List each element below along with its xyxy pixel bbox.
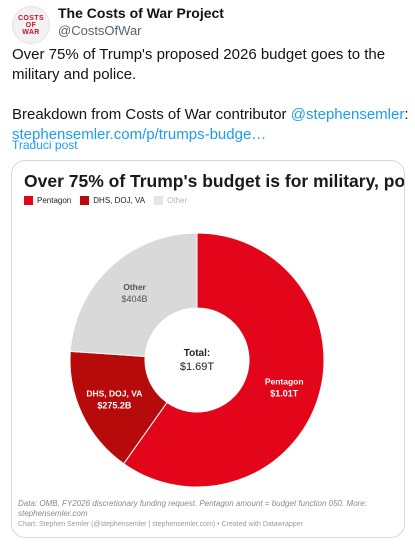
legend-item-other: Other [154,196,187,205]
legend-item-dhs: DHS, DOJ, VA [80,196,145,205]
donut-slice-1 [69,350,168,465]
slice-value-2: $404B [122,294,148,304]
tweet-text: Over 75% of Trump's proposed 2026 budget… [12,45,410,145]
legend-swatch-dhs [80,196,90,205]
slice-label-1: DHS, DOJ, VA [86,388,142,398]
tweet-line-2-prefix: Breakdown from Costs of War contributor [12,106,291,123]
legend-label-pentagon: Pentagon [37,196,72,205]
legend-item-pentagon: Pentagon [24,196,71,205]
donut-slice-0 [123,232,325,488]
avatar-text-2: OF [25,21,37,29]
chart-source-note: Data: OMB, FY2026 discretionary funding … [18,499,367,518]
account-handle[interactable]: @CostsOfWar [58,23,142,38]
avatar-text-3: WAR [22,28,40,36]
avatar[interactable]: COSTS OF WAR [12,6,50,44]
donut-center-value: $1.69T [180,361,215,373]
slice-value-1: $275.2B [97,400,132,410]
slice-label-2: Other [123,282,146,292]
donut-center-label: Total: [184,348,210,359]
donut-slice-2 [69,232,198,357]
slice-label-0: Pentagon [265,377,304,387]
chart-legend: Pentagon DHS, DOJ, VA Other [24,196,196,205]
chart-title: Over 75% of Trump's budget is for milita… [24,171,405,191]
account-name[interactable]: The Costs of War Project [58,5,224,21]
chart-credit: Chart: Stephen Semler (@stephensemler | … [18,521,303,528]
tweet-line-2: Breakdown from Costs of War contributor … [12,105,410,125]
avatar-text-1: COSTS [17,14,45,22]
slice-value-0: $1.01T [270,389,299,399]
chart-card[interactable]: Over 75% of Trump's budget is for milita… [11,160,405,538]
mention-link[interactable]: @stephensemler [290,106,405,123]
legend-swatch-pentagon [24,196,33,205]
tweet-line-1: Over 75% of Trump's proposed 2026 budget… [12,46,386,83]
translate-link[interactable]: Traduci post [12,138,78,152]
legend-label-other: Other [167,196,188,205]
legend-label-dhs: DHS, DOJ, VA [93,196,146,205]
legend-swatch-other [154,196,164,205]
tweet-line-2-suffix: : [404,106,409,123]
article-link[interactable]: stephensemler.com/p/trumps-budge… [12,126,267,143]
donut-chart: Pentagon $1.01T DHS, DOJ, VA $275.2B Other $4… [69,232,325,488]
